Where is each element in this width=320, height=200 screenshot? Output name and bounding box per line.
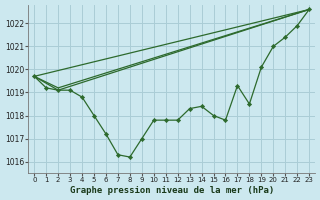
X-axis label: Graphe pression niveau de la mer (hPa): Graphe pression niveau de la mer (hPa) bbox=[69, 186, 274, 195]
